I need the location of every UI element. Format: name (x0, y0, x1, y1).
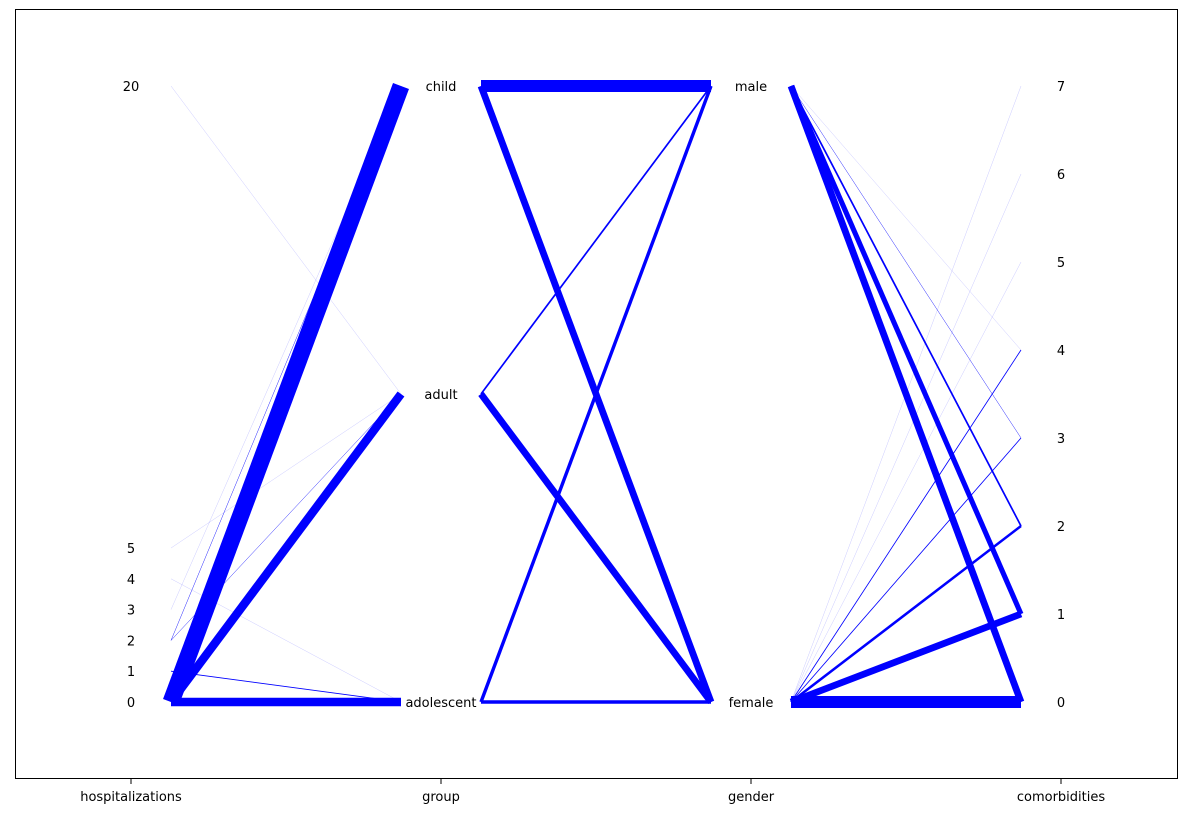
flow-link-hospitalizations-20-to-group-adult (170, 85, 402, 395)
flow-link-hospitalizations-5-to-group-adult (170, 393, 402, 549)
category-label-comorbidities-2: 2 (1057, 520, 1065, 535)
flow-link-group-adult-to-gender-female (478, 391, 714, 705)
axis-label-gender: gender (728, 790, 775, 805)
category-label-hospitalizations-0: 0 (127, 696, 135, 711)
category-label-hospitalizations-20: 20 (123, 80, 140, 95)
category-label-hospitalizations-4: 4 (127, 573, 135, 588)
category-label-comorbidities-4: 4 (1057, 344, 1065, 359)
category-label-hospitalizations-2: 2 (127, 634, 135, 649)
category-label-comorbidities-1: 1 (1057, 608, 1065, 623)
category-label-group-adolescent: adolescent (405, 696, 476, 711)
flow-link-gender-male-to-comorbidities-3 (790, 85, 1022, 439)
category-label-comorbidities-5: 5 (1057, 256, 1065, 271)
flow-link-gender-female-to-comorbidities-2 (790, 524, 1022, 704)
flow-link-gender-male-to-comorbidities-0 (787, 84, 1025, 704)
category-label-hospitalizations-5: 5 (127, 542, 135, 557)
category-label-comorbidities-3: 3 (1057, 432, 1065, 447)
flow-link-gender-female-to-comorbidities-3 (790, 437, 1022, 703)
flow-link-hospitalizations-3-to-group-child (170, 85, 402, 610)
flow-link-gender-male-to-comorbidities-2 (790, 85, 1022, 527)
flow-link-gender-male-to-comorbidities-4 (790, 85, 1022, 351)
axis-label-comorbidities: comorbidities (1017, 790, 1105, 805)
axis-label-group: group (422, 790, 460, 805)
category-label-comorbidities-6: 6 (1057, 168, 1065, 183)
flow-layer (163, 80, 1025, 708)
flow-link-hospitalizations-2-to-group-adult (170, 393, 402, 641)
flow-link-hospitalizations-2-to-group-child (170, 85, 402, 641)
flow-link-hospitalizations-0-to-group-adult (167, 391, 405, 705)
flow-link-hospitalizations-1-to-group-adolescent (170, 670, 402, 703)
axis-label-layer: hospitalizations group gender comorbidities (80, 779, 1105, 805)
flow-link-gender-male-to-comorbidities-1 (788, 84, 1024, 616)
category-label-comorbidities-7: 7 (1057, 80, 1065, 95)
flow-link-gender-female-to-comorbidities-6 (790, 173, 1022, 703)
category-label-gender-female: female (729, 696, 774, 711)
flow-link-group-adolescent-to-gender-male (479, 85, 713, 703)
category-label-hospitalizations-1: 1 (127, 665, 135, 680)
flow-link-gender-female-to-comorbidities-4 (790, 349, 1022, 703)
flow-link-group-adult-to-gender-male (480, 85, 712, 395)
flow-link-hospitalizations-0-to-group-child (163, 83, 409, 705)
category-label-gender-male: male (735, 80, 767, 95)
plot-frame (15, 9, 1178, 779)
category-label-hospitalizations-3: 3 (127, 604, 135, 619)
category-label-group-adult: adult (424, 388, 457, 403)
flow-link-gender-female-to-comorbidities-7 (790, 85, 1022, 703)
category-label-comorbidities-0: 0 (1057, 696, 1065, 711)
flow-link-gender-female-to-comorbidities-5 (790, 261, 1022, 703)
flow-link-gender-female-to-comorbidities-1 (789, 610, 1023, 706)
category-label-group-child: child (426, 80, 457, 95)
flow-link-hospitalizations-4-to-group-adolescent (170, 578, 402, 703)
axis-label-hospitalizations: hospitalizations (80, 790, 182, 805)
category-label-layer: 0 1 2 3 4 5 20 adolescent adult child female male 0 1… (123, 80, 1065, 711)
